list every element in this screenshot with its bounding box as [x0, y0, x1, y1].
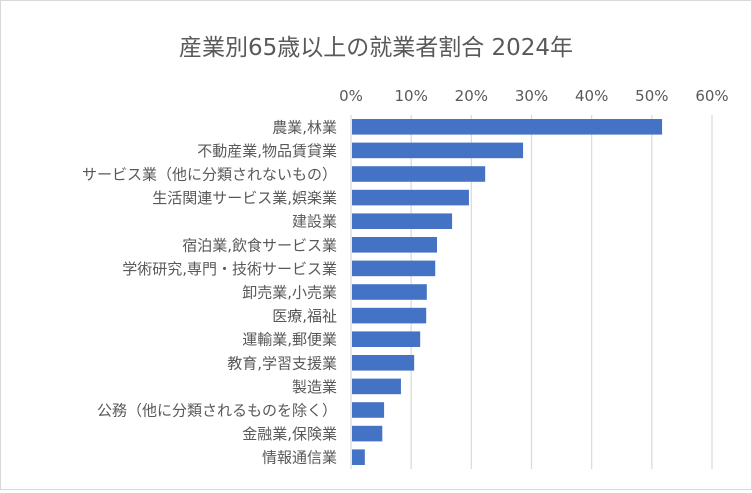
chart-title: 産業別65歳以上の就業者割合 2024年 [179, 35, 573, 61]
bar [352, 307, 427, 324]
tick-label: 20% [455, 87, 488, 105]
tick-label: 30% [515, 87, 548, 105]
bar [352, 402, 385, 418]
category-label: 宿泊業,飲食サービス業 [182, 236, 337, 254]
tick-label: 10% [394, 87, 427, 105]
category-label: 運輸業,郵便業 [242, 331, 337, 349]
category-label: 情報通信業 [262, 449, 337, 467]
bar [352, 331, 421, 347]
category-label: 学術研究,専門・技術サービス業 [122, 260, 337, 278]
category-label: 製造業 [292, 378, 337, 396]
bar [352, 237, 438, 253]
category-label: 公務（他に分類されるものを除く） [97, 402, 337, 420]
bar [352, 189, 469, 206]
category-label: 生活関連サービス業,娯楽業 [152, 189, 337, 207]
category-label: サービス業（他に分類されないもの） [82, 166, 337, 184]
tick-label: 40% [575, 87, 608, 105]
category-label: 卸売業,小売業 [242, 284, 337, 302]
category-label: 教育,学習支援業 [227, 354, 337, 372]
bar [352, 119, 663, 135]
bar [352, 425, 383, 442]
bar [352, 355, 415, 371]
bar [352, 378, 401, 395]
tick-label: 0% [339, 87, 363, 105]
bar [352, 260, 436, 277]
bar [352, 449, 365, 465]
category-label: 医療,福祉 [272, 307, 337, 325]
tick-label: 60% [695, 87, 728, 105]
tick-label: 50% [635, 87, 668, 105]
category-label: 金融業,保険業 [242, 425, 337, 443]
category-label: 農業,林業 [272, 118, 337, 136]
bar [352, 213, 453, 229]
bar [352, 142, 524, 159]
bar [352, 284, 427, 300]
category-label: 建設業 [292, 213, 337, 231]
category-label: 不動産業,物品賃貸業 [197, 142, 337, 160]
bar [352, 166, 486, 182]
